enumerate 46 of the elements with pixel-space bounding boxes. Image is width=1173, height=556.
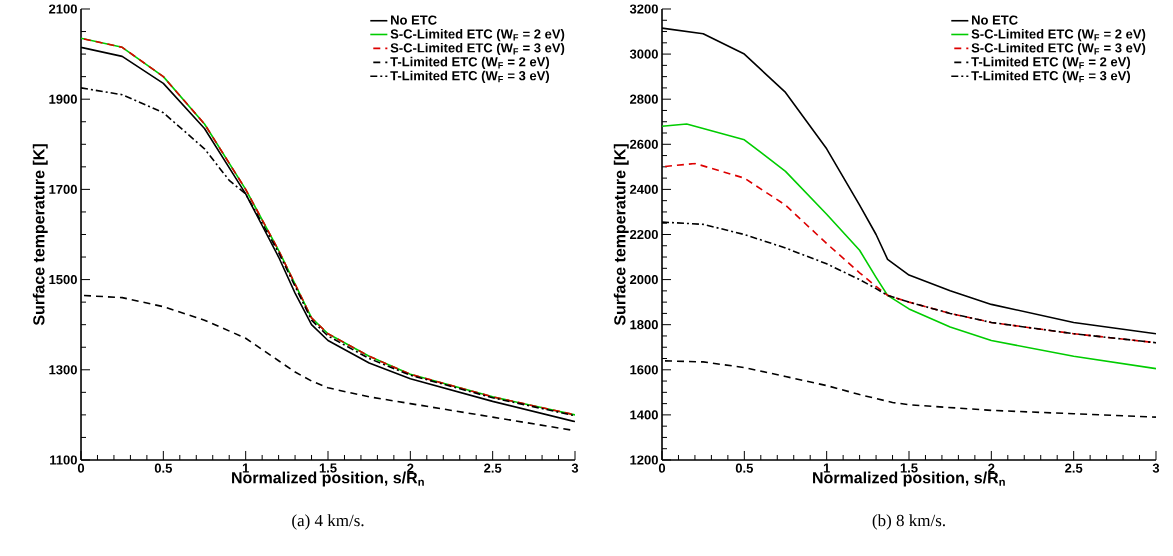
x-tick-label: 1 (823, 463, 830, 473)
y-tick-label: 2100 (49, 4, 77, 14)
legend-label: No ETC (972, 15, 1018, 25)
legend-label: S-C-Limited ETC (W$_{F}$ = 2 eV) (971, 29, 1146, 42)
x-tick-label: 2.5 (1065, 463, 1083, 473)
y-tick-label: 1800 (630, 320, 658, 330)
y-axis-title: Surface temperature [K] (613, 144, 629, 326)
x-tick-label: 2.5 (484, 463, 502, 473)
y-tick-label: 3200 (629, 4, 658, 14)
legend-label: T-Limited ETC (W$_{F}$ = 3 eV) (971, 70, 1131, 83)
legend-label: S-C-Limited ETC (W$_{F}$ = 3 eV) (971, 42, 1146, 56)
y-tick-label: 1100 (50, 455, 77, 465)
y-tick-label: 1200 (630, 455, 658, 465)
y-tick-label: 1700 (49, 184, 77, 194)
y-tick-label: 1300 (49, 365, 77, 375)
x-tick-label: 1 (242, 463, 249, 473)
y-tick-label: 2200 (630, 229, 658, 240)
legend-label: T-Limited ETC (W$_{F}$ = 2 eV) (971, 56, 1131, 69)
y-tick-label: 2000 (630, 274, 658, 285)
y-tick-label: 2600 (630, 139, 658, 149)
x-tick-label: 3 (1152, 463, 1160, 473)
y-tick-label: 2400 (630, 184, 658, 194)
text: (a) 4 km/s. (292, 514, 364, 530)
y-tick-label: 3000 (629, 49, 658, 59)
legend-label: S-C-Limited ETC (W$_{F}$ = 2 eV) (390, 29, 565, 42)
x-tick-label: 2 (407, 463, 414, 473)
y-axis-title: Surface temperature [K] (32, 144, 48, 326)
legend-label: T-Limited ETC (W$_{F}$ = 3 eV) (390, 70, 550, 83)
x-tick-label: 1.5 (319, 463, 337, 473)
y-tick-label: 1500 (49, 274, 77, 285)
legend-label: No ETC (391, 15, 437, 25)
text: (b) 8 km/s. (872, 514, 945, 530)
y-tick-label: 1400 (630, 410, 658, 420)
y-tick-label: 1900 (49, 94, 77, 104)
y-tick-label: 2800 (630, 94, 658, 104)
legend-label: T-Limited ETC (W$_{F}$ = 2 eV) (390, 56, 550, 69)
x-tick-label: 1.5 (900, 463, 918, 473)
x-tick-label: 0 (77, 463, 85, 473)
x-tick-label: 2 (988, 463, 995, 473)
legend-label: S-C-Limited ETC (W$_{F}$ = 3 eV) (390, 42, 565, 56)
line-series (662, 123, 1156, 370)
x-tick-label: 0.5 (735, 463, 754, 473)
y-tick-label: 1600 (630, 365, 658, 375)
x-tick-label: 0 (658, 463, 666, 473)
x-tick-label: 3 (571, 463, 579, 473)
x-tick-label: 0.5 (154, 463, 173, 473)
